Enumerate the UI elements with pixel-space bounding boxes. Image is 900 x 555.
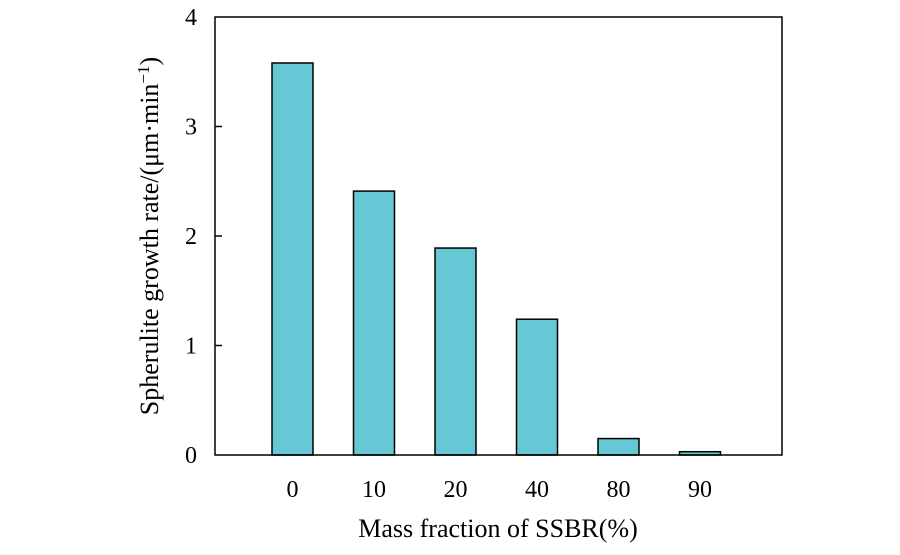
- y-tick-label: 1: [185, 334, 197, 360]
- bar-0: [271, 62, 314, 456]
- y-tick-label: 4: [185, 5, 197, 31]
- bar-20: [434, 247, 477, 456]
- x-tick-label: 90: [688, 477, 712, 503]
- x-tick-label: 20: [444, 477, 468, 503]
- bar-10: [352, 190, 396, 456]
- x-tick-label: 40: [525, 477, 549, 503]
- x-axis-title: Mass fraction of SSBR(%): [358, 514, 637, 543]
- x-tick-label: 0: [287, 477, 299, 503]
- y-tick-label: 0: [185, 443, 197, 469]
- bar-40: [515, 318, 559, 456]
- bar-80: [597, 437, 640, 456]
- x-axis: 0 10 20 40 80 90: [287, 477, 713, 503]
- x-tick-label: 10: [362, 477, 386, 503]
- y-tick-label: 3: [185, 115, 197, 141]
- y-axis-title: Spherulite growth rate/(μm·min−1): [134, 57, 164, 415]
- y-axis-title-close: ): [135, 57, 164, 66]
- y-axis-title-exponent: −1: [134, 65, 153, 83]
- y-axis-title-main: Spherulite growth rate/(μm·min: [135, 84, 164, 416]
- y-tick-label: 2: [185, 224, 197, 250]
- bar-series: [271, 62, 722, 456]
- x-tick-label: 80: [607, 477, 631, 503]
- y-axis: 0 1 2 3 4: [185, 5, 222, 469]
